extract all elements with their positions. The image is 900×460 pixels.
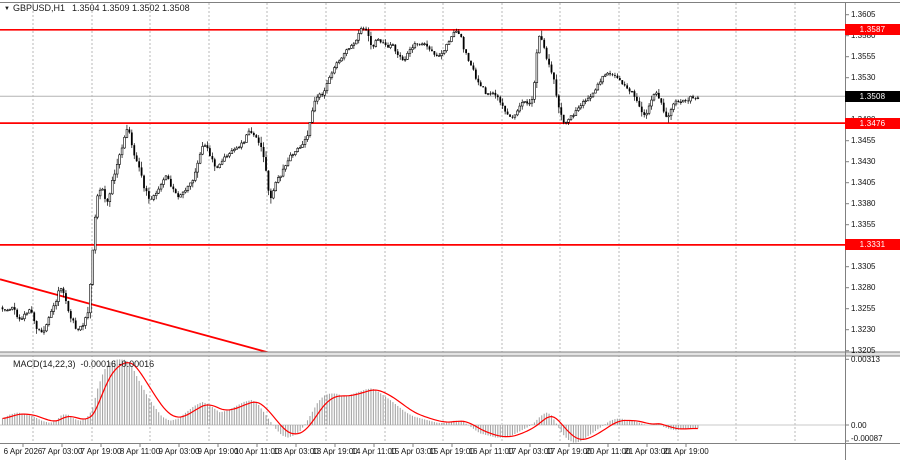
time-tick-label: 13 Apr 03:00 (273, 447, 319, 456)
price-tick-label: 1.3230 (851, 325, 876, 335)
symbol-marker-icon: ▼ (4, 6, 10, 12)
macd-indicator-label: MACD(14,22,3) -0.00016 -0.00016 (13, 359, 154, 369)
price-tick-label: 1.3530 (851, 73, 876, 83)
price-tick-label: 1.3355 (851, 220, 876, 230)
time-tick-label: 21 Apr 03:00 (624, 447, 670, 456)
time-tick-label: 6 Apr 2026 (3, 447, 43, 456)
ohlc-quote-label: 1.3504 1.3509 1.3502 1.3508 (71, 3, 190, 13)
macd-values-label: -0.00016 -0.00016 (80, 359, 155, 369)
symbol-period-label: GBPUSD,H1 (12, 3, 65, 13)
price-tick-label: 1.3405 (851, 178, 876, 188)
price-tick-label: 1.3430 (851, 157, 876, 167)
time-tick-label: 7 Apr 19:00 (80, 447, 122, 456)
current-price-box: 1.3508 (845, 90, 900, 102)
price-tick-label: 1.3205 (851, 346, 876, 356)
time-tick-label: 8 Apr 11:00 (119, 447, 161, 456)
price-tick-label: 1.3380 (851, 199, 876, 209)
time-tick-label: 15 Apr 19:00 (429, 447, 475, 456)
chart-title: ▼ GBPUSD,H1 1.3504 1.3509 1.3502 1.3508 (4, 3, 190, 14)
price-tick-label: 1.3280 (851, 283, 876, 293)
price-tick-label: 1.3455 (851, 136, 876, 146)
price-tick-label: 1.3605 (851, 10, 876, 20)
level-price-box: 1.3331 (845, 239, 900, 251)
price-tick-label: 1.3305 (851, 262, 876, 272)
price-tick-label: 1.3555 (851, 52, 876, 62)
macd-name-label: MACD(14,22,3) (13, 359, 76, 369)
time-tick-label: 13 Apr 19:00 (312, 447, 358, 456)
time-tick-label: 17 Apr 19:00 (546, 447, 592, 456)
time-tick-label: 21 Apr 19:00 (663, 447, 709, 456)
time-tick-label: 10 Apr 11:00 (234, 447, 280, 456)
time-tick-label: 16 Apr 11:00 (468, 447, 514, 456)
time-tick-label: 15 Apr 03:00 (390, 447, 436, 456)
level-price-box: 1.3476 (845, 117, 900, 129)
time-tick-label: 20 Apr 11:00 (585, 447, 631, 456)
price-tick-label: 1.3580 (851, 31, 876, 41)
time-tick-label: 14 Apr 11:00 (351, 447, 397, 456)
macd-tick-label: 0.00313 (851, 355, 880, 365)
price-tick-label: 1.3255 (851, 304, 876, 314)
level-price-box: 1.3587 (845, 24, 900, 36)
time-tick-label: 9 Apr 19:00 (197, 447, 239, 456)
macd-tick-label: 0.00 (851, 421, 867, 430)
time-tick-label: 7 Apr 03:00 (41, 447, 83, 456)
time-tick-label: 17 Apr 03:00 (507, 447, 553, 456)
time-tick-label: 9 Apr 03:00 (158, 447, 200, 456)
macd-tick-label: -0.00087 (851, 434, 883, 443)
